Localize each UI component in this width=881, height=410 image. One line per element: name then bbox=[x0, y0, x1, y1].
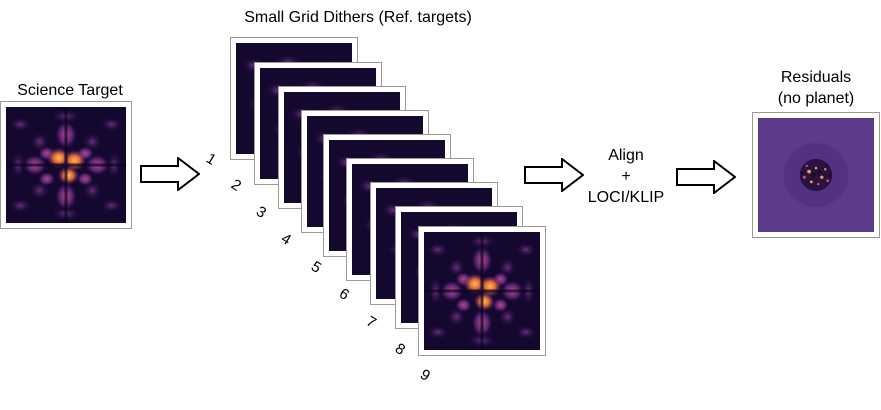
frame-number: 3 bbox=[252, 203, 270, 222]
arrow-right-icon bbox=[676, 160, 736, 194]
frame-number: 1 bbox=[202, 150, 220, 169]
arrow-right-icon bbox=[140, 157, 200, 191]
frame-number: 2 bbox=[227, 176, 245, 195]
residuals-title: Residuals bbox=[780, 69, 852, 86]
frame-number: 8 bbox=[391, 340, 409, 359]
frame-number: 4 bbox=[277, 230, 295, 249]
frame-number: 5 bbox=[307, 258, 325, 277]
residuals-image bbox=[752, 112, 880, 238]
process-label-method: LOCI/KLIP bbox=[587, 189, 665, 206]
process-label-align: Align bbox=[608, 147, 644, 164]
science-target-image bbox=[0, 101, 132, 229]
frame-number: 9 bbox=[416, 366, 434, 385]
frame-number: 6 bbox=[335, 285, 353, 304]
arrow-right-icon bbox=[524, 158, 584, 192]
science-target-title: Science Target bbox=[17, 82, 123, 99]
frame-number: 7 bbox=[362, 313, 380, 332]
ref-target-frame-front bbox=[418, 226, 546, 356]
ref-targets-title: Small Grid Dithers (Ref. targets) bbox=[244, 9, 472, 26]
process-label-plus: + bbox=[621, 168, 631, 185]
residuals-subtitle: (no planet) bbox=[777, 90, 855, 107]
